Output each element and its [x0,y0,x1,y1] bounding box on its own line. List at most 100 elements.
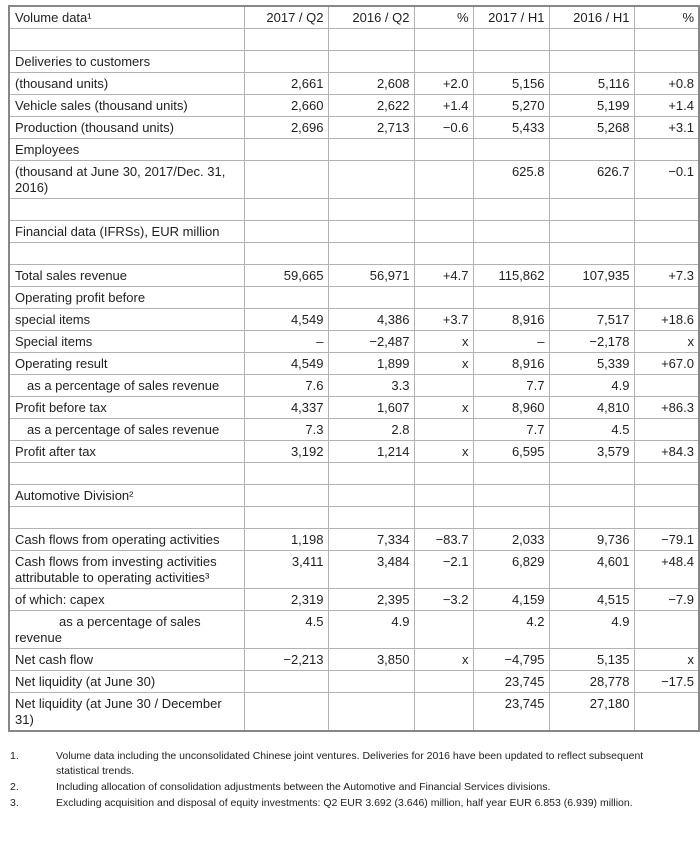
cell-q2-change-pct: x [413,440,474,463]
table-row [8,28,700,51]
cell-h1-change-pct [633,50,700,73]
cell-2016-q2 [327,506,415,529]
cell-2016-q2 [327,692,415,732]
table-row: Net cash flow −2,213 3,850 x −4,795 5,13… [8,648,700,671]
header-volume-data: Volume data¹ [8,5,245,29]
cell-h1-change-pct: +67.0 [633,352,700,375]
cell-2017-q2: 2,696 [243,116,329,139]
table-row: special items 4,549 4,386 +3.7 8,916 7,5… [8,308,700,331]
cell-q2-change-pct: x [413,648,474,671]
table-row: as a percentage of sales revenue 4.5 4.9… [8,610,700,649]
cell-2017-h1: 6,595 [472,440,550,463]
cell-2017-h1: 2,033 [472,528,550,551]
cell-2016-h1: 3,579 [548,440,635,463]
footnote-text: Including allocation of consolidation ad… [56,781,551,793]
cell-2016-q2: 1,899 [327,352,415,375]
cell-2016-h1: 4,810 [548,396,635,419]
table-row: of which: capex 2,319 2,395 −3.2 4,159 4… [8,588,700,611]
row-label: Net liquidity (at June 30 / December 31) [8,692,245,732]
cell-2017-q2: 1,198 [243,528,329,551]
cell-h1-change-pct: x [633,330,700,353]
cell-q2-change-pct [413,418,474,441]
cell-2016-q2: 2,713 [327,116,415,139]
cell-h1-change-pct: +1.4 [633,94,700,117]
cell-2017-h1: 7.7 [472,374,550,397]
cell-2016-q2: 3.3 [327,374,415,397]
table-row [8,462,700,485]
cell-2017-q2: – [243,330,329,353]
cell-q2-change-pct: x [413,330,474,353]
header-2017-q2: 2017 / Q2 [243,5,329,29]
cell-q2-change-pct [413,670,474,693]
cell-2016-q2: 3,850 [327,648,415,671]
header-h1-change-pct: % [633,5,700,29]
cell-2017-q2: 3,411 [243,550,329,589]
cell-2016-h1 [548,198,635,221]
footnote-number: 1. [10,750,19,762]
cell-2016-h1 [548,50,635,73]
cell-2016-q2 [327,28,415,51]
cell-2017-h1 [472,198,550,221]
cell-2017-q2 [243,506,329,529]
cell-q2-change-pct [413,374,474,397]
header-2016-h1: 2016 / H1 [548,5,635,29]
row-label: Production (thousand units) [8,116,245,139]
cell-h1-change-pct: −17.5 [633,670,700,693]
cell-2016-h1 [548,220,635,243]
cell-2016-h1: 4,601 [548,550,635,589]
cell-2017-h1: 4.2 [472,610,550,649]
cell-q2-change-pct: +4.7 [413,264,474,287]
row-label: Automotive Division² [8,484,245,507]
cell-2016-q2: 2,395 [327,588,415,611]
cell-2016-q2: 1,607 [327,396,415,419]
cell-2017-q2: 59,665 [243,264,329,287]
cell-2017-h1 [472,462,550,485]
cell-2017-q2: 4,549 [243,352,329,375]
cell-2017-q2: 7.3 [243,418,329,441]
cell-q2-change-pct: +1.4 [413,94,474,117]
cell-2016-q2 [327,286,415,309]
cell-h1-change-pct [633,374,700,397]
cell-2016-q2: 2,622 [327,94,415,117]
cell-2017-h1: 8,916 [472,352,550,375]
cell-2017-h1: 8,960 [472,396,550,419]
cell-h1-change-pct [633,418,700,441]
cell-2016-h1: 5,135 [548,648,635,671]
cell-2017-h1: 115,862 [472,264,550,287]
row-label: Profit after tax [8,440,245,463]
cell-h1-change-pct [633,692,700,732]
cell-2016-q2 [327,220,415,243]
cell-q2-change-pct [413,610,474,649]
cell-2017-h1: – [472,330,550,353]
cell-h1-change-pct [633,610,700,649]
cell-2017-q2 [243,50,329,73]
cell-q2-change-pct [413,28,474,51]
table-row: Cash flows from investing activities att… [8,550,700,589]
cell-h1-change-pct [633,286,700,309]
cell-h1-change-pct [633,138,700,161]
table-row: Net liquidity (at June 30 / December 31)… [8,692,700,732]
row-label: Operating result [8,352,245,375]
row-label: special items [8,308,245,331]
cell-2017-h1 [472,506,550,529]
cell-2016-h1: 5,339 [548,352,635,375]
cell-2017-q2 [243,138,329,161]
cell-h1-change-pct [633,242,700,265]
cell-q2-change-pct [413,506,474,529]
table-row: Cash flows from operating activities 1,1… [8,528,700,551]
cell-2017-q2: 2,661 [243,72,329,95]
cell-2017-h1: 5,270 [472,94,550,117]
cell-q2-change-pct [413,50,474,73]
cell-q2-change-pct [413,138,474,161]
cell-q2-change-pct [413,242,474,265]
cell-h1-change-pct [633,462,700,485]
cell-2016-h1: 4.9 [548,610,635,649]
cell-q2-change-pct [413,484,474,507]
header-2017-h1: 2017 / H1 [472,5,550,29]
row-label [8,462,245,485]
cell-q2-change-pct: +3.7 [413,308,474,331]
row-label: Special items [8,330,245,353]
table-row: Special items – −2,487 x – −2,178 x [8,330,700,353]
row-label: Net cash flow [8,648,245,671]
table-row: Vehicle sales (thousand units) 2,660 2,6… [8,94,700,117]
